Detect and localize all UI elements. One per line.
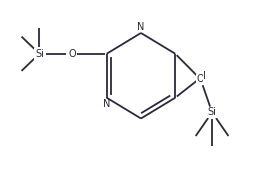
Text: N: N [137, 22, 145, 32]
Text: O: O [197, 74, 204, 84]
Text: Si: Si [35, 49, 44, 59]
Text: O: O [69, 49, 76, 59]
Text: I: I [203, 71, 206, 81]
Text: Si: Si [208, 107, 216, 117]
Text: N: N [103, 99, 110, 109]
